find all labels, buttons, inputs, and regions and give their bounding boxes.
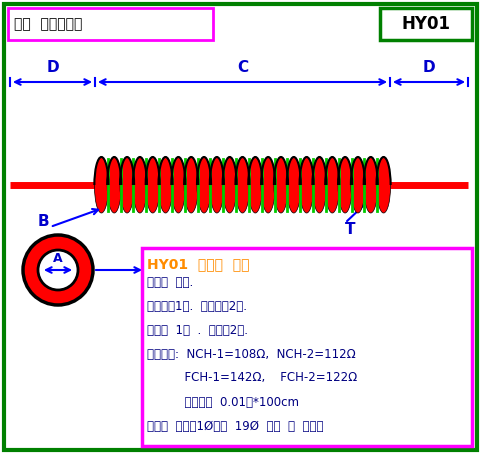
Text: FCH-1=142Ω,    FCH-2=122Ω: FCH-1=142Ω, FCH-2=122Ω: [147, 371, 357, 385]
Text: 니켈크롬1종.  니켈크롬2종.: 니켈크롬1종. 니켈크롬2종.: [147, 300, 247, 312]
Text: 저항값은  0.01㎡*100cm: 저항값은 0.01㎡*100cm: [147, 395, 299, 409]
Ellipse shape: [312, 157, 326, 213]
Ellipse shape: [273, 157, 288, 213]
Text: 열선의  종류.: 열선의 종류.: [147, 276, 193, 288]
Text: D: D: [422, 60, 434, 75]
Ellipse shape: [299, 157, 313, 213]
Circle shape: [23, 235, 93, 305]
Ellipse shape: [261, 157, 275, 213]
Ellipse shape: [248, 157, 262, 213]
Ellipse shape: [363, 157, 377, 213]
Ellipse shape: [235, 157, 249, 213]
Text: HY01  열선의  특징: HY01 열선의 특징: [147, 257, 249, 271]
Text: D: D: [46, 60, 59, 75]
Ellipse shape: [107, 157, 121, 213]
Text: HY01: HY01: [401, 15, 450, 33]
Ellipse shape: [376, 157, 390, 213]
Ellipse shape: [158, 157, 172, 213]
Ellipse shape: [286, 157, 300, 213]
Ellipse shape: [120, 157, 134, 213]
Bar: [142, 248, 471, 446]
Text: C: C: [237, 60, 248, 75]
Ellipse shape: [94, 157, 108, 213]
Text: 열선은  권선봉1Ø부터  19Ø  까지  다  됩니다: 열선은 권선봉1Ø부터 19Ø 까지 다 됩니다: [147, 419, 323, 433]
Ellipse shape: [171, 157, 185, 213]
Ellipse shape: [145, 157, 159, 213]
Text: T: T: [344, 222, 355, 237]
Ellipse shape: [350, 157, 364, 213]
Text: 철크롬  1종  .  철크롬2종.: 철크롬 1종 . 철크롬2종.: [147, 324, 248, 336]
Text: Dia: Dia: [148, 263, 168, 276]
Text: 고유저항:  NCH-1=108Ω,  NCH-2=112Ω: 고유저항: NCH-1=108Ω, NCH-2=112Ω: [147, 347, 355, 360]
Bar: [379, 8, 471, 40]
Text: B: B: [38, 214, 49, 230]
Ellipse shape: [184, 157, 198, 213]
Ellipse shape: [209, 157, 223, 213]
Ellipse shape: [222, 157, 236, 213]
Bar: [8, 8, 213, 40]
Circle shape: [38, 250, 78, 290]
Ellipse shape: [132, 157, 147, 213]
Ellipse shape: [324, 157, 338, 213]
Text: 열선  원형코일형: 열선 원형코일형: [14, 17, 82, 31]
Ellipse shape: [196, 157, 211, 213]
Text: A: A: [53, 252, 63, 265]
Ellipse shape: [337, 157, 351, 213]
